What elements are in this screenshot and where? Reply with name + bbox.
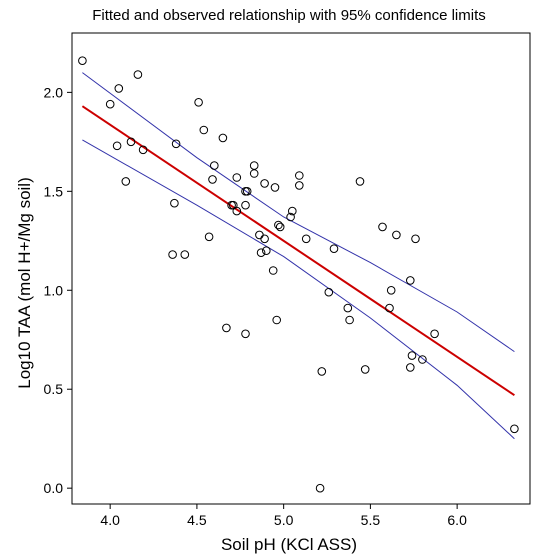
data-point	[329, 244, 339, 253]
data-point	[218, 133, 228, 143]
y-tick-label: 0.0	[44, 480, 64, 496]
data-point	[385, 303, 394, 313]
upper-confidence-limit-line	[82, 72, 515, 353]
data-point	[324, 287, 334, 297]
plot-area-border	[71, 32, 531, 505]
data-point	[194, 98, 203, 107]
data-point	[295, 171, 304, 180]
y-axis-label: Log10 TAA (mol H+/Mg soil)	[15, 177, 34, 389]
data-point	[256, 248, 266, 257]
chart-title: Fitted and observed relationship with 95…	[92, 7, 486, 24]
data-point	[406, 276, 415, 285]
x-tick-label: 5.5	[361, 512, 381, 528]
data-point	[180, 250, 190, 259]
data-point	[274, 220, 283, 230]
data-point	[407, 351, 417, 360]
fitted-regression-line	[81, 105, 515, 397]
data-point	[232, 206, 242, 216]
data-point	[255, 230, 264, 240]
data-point	[126, 137, 136, 147]
data-point	[406, 363, 415, 372]
data-point	[360, 365, 370, 374]
data-point	[345, 315, 354, 325]
data-point	[430, 329, 439, 339]
data-point	[249, 169, 259, 178]
data-point	[241, 200, 250, 210]
x-tick-label: 4.0	[100, 512, 120, 528]
data-point	[411, 234, 420, 244]
data-point	[133, 70, 143, 79]
data-point	[78, 56, 87, 66]
data-point	[275, 222, 285, 232]
x-tick-label: 4.5	[187, 512, 207, 528]
data-point	[270, 183, 280, 192]
data-point	[138, 145, 148, 155]
data-point	[170, 198, 179, 208]
y-tick-label: 1.5	[44, 183, 64, 199]
data-point	[232, 173, 242, 182]
data-point	[222, 323, 231, 333]
data-point	[272, 315, 282, 325]
data-point	[260, 179, 269, 188]
data-point	[204, 232, 214, 242]
data-point	[168, 250, 177, 259]
data-point	[355, 177, 365, 186]
data-point	[121, 177, 131, 186]
data-point	[208, 175, 217, 184]
data-point	[343, 303, 353, 313]
data-point	[268, 266, 278, 275]
x-tick-label: 6.0	[447, 512, 467, 528]
data-point	[315, 483, 325, 493]
data-point	[262, 246, 271, 255]
data-point	[260, 234, 269, 244]
data-point	[510, 424, 519, 434]
data-point	[295, 181, 304, 190]
data-point	[241, 329, 250, 339]
x-tick-label: 5.0	[274, 512, 294, 528]
lower-confidence-limit-line	[82, 139, 515, 440]
data-point	[418, 355, 427, 364]
y-tick-label: 1.0	[44, 282, 64, 298]
data-point	[171, 139, 181, 149]
data-point	[317, 367, 327, 376]
data-point	[286, 212, 295, 222]
data-point	[199, 125, 209, 135]
data-point	[386, 286, 396, 295]
data-point	[392, 230, 401, 240]
data-point	[301, 234, 311, 244]
data-point	[378, 222, 387, 232]
data-point	[210, 161, 219, 170]
data-point	[105, 99, 115, 109]
x-axis-label: Soil pH (KCl ASS)	[221, 535, 357, 554]
data-point	[112, 141, 122, 151]
data-point	[249, 161, 259, 170]
data-point	[288, 206, 297, 216]
data-point	[114, 84, 124, 93]
y-tick-label: 0.5	[44, 381, 64, 397]
data-point	[242, 187, 252, 196]
y-tick-label: 2.0	[44, 84, 64, 100]
